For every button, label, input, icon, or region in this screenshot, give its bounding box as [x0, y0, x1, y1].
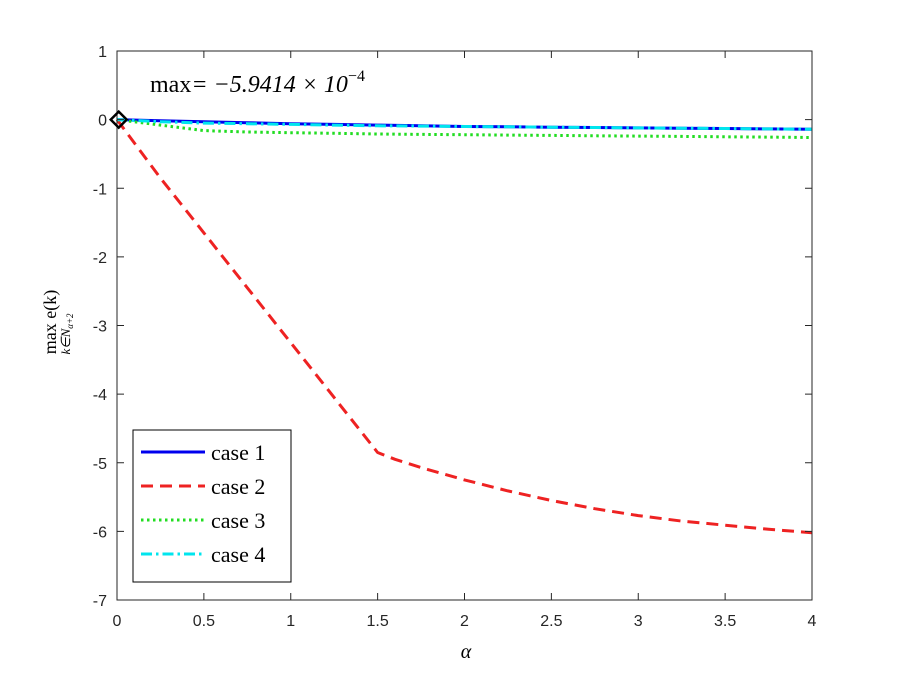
y-tick-label: -7: [93, 593, 107, 610]
y-tick-label: -2: [93, 250, 107, 267]
y-axis-label-subscript: k∈N: [58, 327, 73, 354]
max-point-marker: [108, 109, 129, 130]
y-tick-label: -3: [93, 319, 107, 336]
y-tick-label: -6: [93, 524, 107, 541]
max-annotation: max= −5.9414 × 10−4: [150, 68, 365, 98]
x-tick-label: 1.5: [367, 613, 389, 630]
y-tick-label: 0: [98, 113, 107, 130]
x-tick-label: 3.5: [714, 613, 736, 630]
x-tick-label: 2: [460, 613, 469, 630]
y-axis-label-main: max e(k): [40, 290, 61, 354]
annotation-value: = −5.9414 × 10: [191, 72, 348, 98]
x-axis-label: α: [461, 641, 472, 663]
legend-label-case-4: case 4: [211, 542, 265, 567]
annotation-exponent: −4: [348, 68, 365, 85]
x-tick-label: 3: [634, 613, 643, 630]
y-axis-label: max e(k) k∈Nα+2: [40, 290, 75, 355]
legend-box: [132, 429, 292, 583]
legend-label-case-3: case 3: [211, 508, 265, 533]
x-tick-label: 0.5: [193, 613, 215, 630]
x-tick-label: 4: [808, 613, 817, 630]
y-axis-label-subsubscript: α+2: [65, 313, 75, 329]
y-tick-label: -1: [93, 181, 107, 198]
legend: case 1 case 2 case 3 case 4: [132, 429, 292, 583]
legend-label-case-2: case 2: [211, 474, 265, 499]
x-tick-label: 0: [113, 613, 122, 630]
svg-text:k∈Nα+2: k∈Nα+2: [58, 313, 75, 355]
annotation-prefix: max: [150, 72, 191, 98]
y-tick-label: -5: [93, 456, 107, 473]
x-tick-label: 1: [286, 613, 295, 630]
legend-label-case-1: case 1: [211, 440, 265, 465]
y-tick-label: -4: [93, 387, 107, 404]
x-tick-label: 2.5: [540, 613, 562, 630]
series-line-case-4: [116, 118, 813, 131]
svg-text:max e(k): max e(k): [40, 290, 61, 354]
series-line-case-2: [115, 118, 813, 535]
y-tick-label: 1: [98, 44, 107, 61]
series-line-case-3: [116, 118, 813, 139]
